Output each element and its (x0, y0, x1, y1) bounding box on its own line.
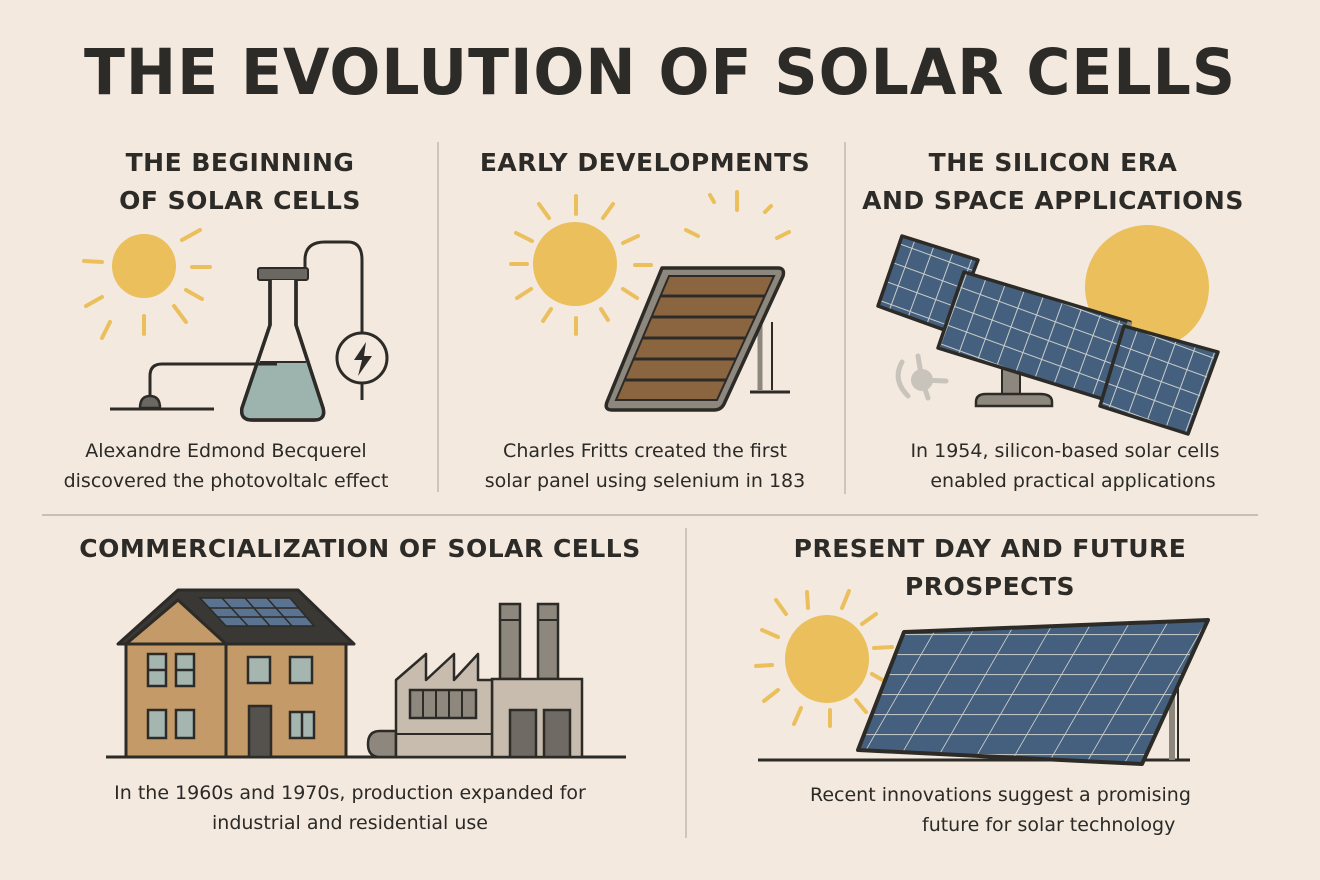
rooftop-solar-icon (198, 597, 316, 627)
heading-line: THE SILICON ERA (928, 148, 1178, 177)
section-heading: THE BEGINNING OF SOLAR CELLS (60, 144, 420, 220)
section-heading: EARLY DEVELOPMENTS (455, 144, 835, 182)
buildings-illustration (106, 588, 626, 759)
section-caption: Charles Fritts created the first solar p… (455, 436, 835, 496)
solar-panel-icon (758, 618, 1210, 766)
heading-line: PROSPECTS (904, 572, 1076, 601)
heading-line: EARLY DEVELOPMENTS (479, 148, 811, 177)
selenium-panel-icon (604, 266, 790, 412)
meter-icon (335, 331, 389, 385)
page-title: THE EVOLUTION OF SOLAR CELLS (83, 36, 1237, 110)
heading-line: OF SOLAR CELLS (119, 186, 361, 215)
satellite-icon (895, 353, 949, 401)
section-caption: In the 1960s and 1970s, production expan… (60, 778, 640, 838)
caption-line: In the 1960s and 1970s, production expan… (114, 782, 586, 804)
lab-apparatus-icon (110, 240, 389, 422)
caption-line: solar panel using selenium in 183 (484, 470, 806, 492)
caption-line: In 1954, silicon-based solar cells (910, 440, 1220, 462)
caption-line: Recent innovations suggest a promising (810, 784, 1191, 806)
heading-line: AND SPACE APPLICATIONS (862, 186, 1244, 215)
divider-horizontal (42, 514, 1258, 516)
heading-line: COMMERCIALIZATION OF SOLAR CELLS (79, 534, 641, 563)
sun-icon (509, 190, 791, 336)
caption-line: future for solar technology (922, 814, 1176, 836)
satellite-panels-icon (876, 234, 1220, 436)
heading-line: THE BEGINNING (125, 148, 355, 177)
divider-vertical-3 (685, 528, 687, 838)
sun-icon (82, 228, 212, 340)
caption-line: industrial and residential use (212, 812, 488, 834)
section-caption: Alexandre Edmond Becquerel discovered th… (40, 436, 412, 496)
section-heading: PRESENT DAY AND FUTURE PROSPECTS (790, 530, 1190, 606)
divider-vertical-2 (844, 142, 846, 494)
caption-line: discovered the photovoltalc effect (63, 470, 389, 492)
section-heading: COMMERCIALIZATION OF SOLAR CELLS (60, 530, 660, 568)
factory-icon (366, 602, 584, 759)
section-caption: In 1954, silicon-based solar cells enabl… (880, 436, 1250, 496)
flask-icon (239, 267, 326, 422)
caption-line: Alexandre Edmond Becquerel (85, 440, 367, 462)
electrode-icon (110, 362, 277, 411)
heading-line: PRESENT DAY AND FUTURE (793, 534, 1187, 563)
caption-line: Charles Fritts created the first (503, 440, 787, 462)
section-heading: THE SILICON ERA AND SPACE APPLICATIONS (858, 144, 1248, 220)
house-icon (116, 588, 356, 759)
divider-vertical-1 (437, 142, 439, 492)
section-caption: Recent innovations suggest a promising f… (790, 780, 1240, 840)
caption-line: enabled practical applications (930, 470, 1216, 492)
